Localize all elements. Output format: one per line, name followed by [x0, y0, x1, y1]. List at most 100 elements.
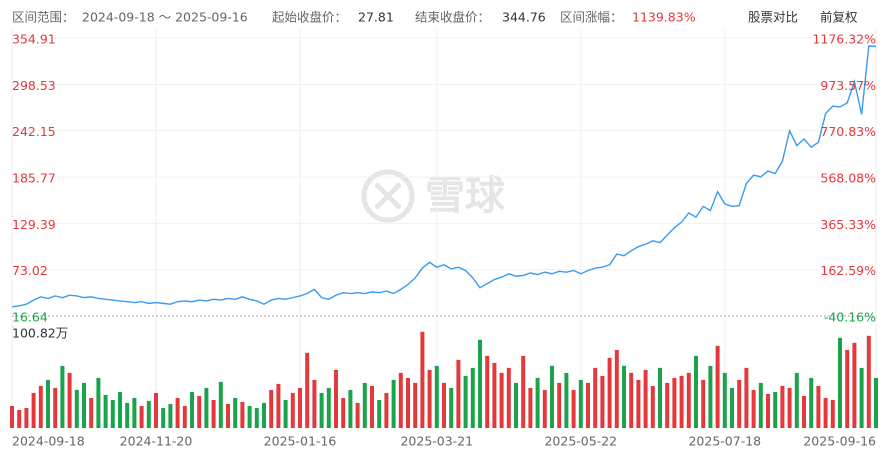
header: 区间范围： 2024-09-18 ～ 2025-09-16 起始收盘价： 27.… [12, 10, 858, 25]
volume-bar [593, 367, 598, 428]
plot: 2024-09-18 2024-11-20 2025-01-16 2025-03-21… [10, 30, 878, 449]
volume-bar [614, 349, 619, 428]
volume-bar [434, 365, 439, 428]
x-tick-label: 2025-05-22 [544, 434, 617, 449]
volume-bar [506, 367, 511, 428]
watermark: 雪球 [361, 169, 506, 223]
volume-bar [463, 375, 468, 428]
x-tick-label: 2025-01-16 [264, 434, 337, 449]
volume-bar [276, 383, 281, 428]
y-tick-label: 73.02 [12, 263, 48, 278]
volume-bar [514, 382, 518, 428]
volume-bar [161, 407, 166, 428]
volume-bar [24, 407, 29, 428]
y2-tick-label: 973.57% [820, 78, 876, 93]
volume-bar [802, 395, 806, 428]
volume-bar [74, 389, 79, 428]
volume-bar [139, 405, 144, 428]
volume-bar [456, 359, 461, 428]
volume-bar [240, 401, 245, 428]
volume-bar [89, 397, 94, 428]
volume-bar [175, 397, 180, 428]
volume-bar [787, 387, 792, 428]
volume-bar [845, 349, 850, 428]
volume-bar [355, 402, 360, 428]
volume-bar [197, 395, 202, 428]
volume-bar [334, 369, 338, 428]
volume-bar [586, 382, 590, 428]
y-tick-label: 16.64 [12, 310, 48, 325]
x-tick-label: 2024-11-20 [120, 434, 193, 449]
y-tick-label: 129.39 [12, 217, 56, 232]
volume-bar [694, 355, 698, 428]
volume-bar [550, 365, 554, 428]
volume-bar [499, 372, 504, 428]
volume-bar [521, 355, 526, 428]
volume-bar [643, 369, 648, 428]
volume-bar [607, 357, 612, 428]
x-tick-label: 2024-09-18 [12, 434, 85, 449]
compare-button[interactable]: 股票对比 [748, 10, 798, 25]
volume-bar [290, 392, 295, 428]
start-value: 27.81 [358, 10, 394, 25]
volume-bar [218, 381, 223, 428]
volume-bar [672, 377, 677, 428]
y-tick-label: 185.77 [12, 171, 56, 186]
y2-tick-label: 162.59% [820, 263, 876, 278]
volume-bar [31, 392, 36, 428]
volume-bar [96, 377, 101, 428]
volume-bar [758, 382, 763, 428]
volume-bar [794, 372, 799, 428]
volume-bar [269, 389, 274, 428]
volume-bar [557, 382, 562, 428]
volume-bar [233, 397, 238, 428]
volume-bar [874, 377, 878, 428]
volume-bar [478, 339, 482, 428]
volume-bar [146, 400, 151, 428]
price-line [11, 45, 877, 308]
change-label: 区间涨幅： [560, 10, 623, 25]
volume-bar [406, 377, 410, 428]
volume-bar [629, 372, 634, 428]
volume-bar [564, 372, 569, 428]
volume-bar [708, 365, 713, 428]
volume-bar [809, 377, 814, 428]
change-value: 1139.83% [632, 10, 696, 25]
volume-bar [182, 405, 187, 428]
volume-bar [470, 367, 475, 428]
volume-bar [10, 405, 14, 428]
volume-bar [636, 379, 641, 428]
volume-bar [362, 382, 367, 428]
adjust-button[interactable]: 前复权 [820, 10, 858, 25]
x-tick-label: 2025-09-16 [803, 434, 876, 449]
range-label: 区间范围： [12, 10, 75, 25]
volume-bar [60, 365, 65, 428]
y-tick-label: 354.91 [12, 32, 56, 47]
volume-bar [737, 379, 742, 428]
volume-bar [852, 342, 857, 428]
x-tick-label: 2025-07-18 [688, 434, 761, 449]
volume-bar [110, 399, 115, 428]
volume-bar [528, 387, 533, 428]
y2-tick-label: -40.16% [824, 310, 876, 325]
volume-bar [650, 385, 655, 428]
volume-bar [190, 391, 194, 428]
volume-bar [658, 367, 662, 428]
volume-bar [722, 372, 727, 428]
watermark-logo-mark [374, 182, 402, 210]
volume-bar [67, 372, 72, 428]
volume-bar [226, 403, 230, 428]
volume-bar [665, 382, 670, 428]
volume-bar [262, 402, 266, 428]
volume-bar [125, 402, 130, 428]
volume-bar [211, 399, 216, 428]
volume-bar [701, 379, 706, 428]
y2-tick-label: 365.33% [820, 217, 876, 232]
volume-bar [420, 331, 425, 428]
volume-bar [391, 379, 396, 428]
volume-bar [283, 399, 288, 428]
volume-bar [168, 403, 173, 428]
volume-bar [82, 382, 86, 428]
volume-bar [38, 385, 43, 428]
